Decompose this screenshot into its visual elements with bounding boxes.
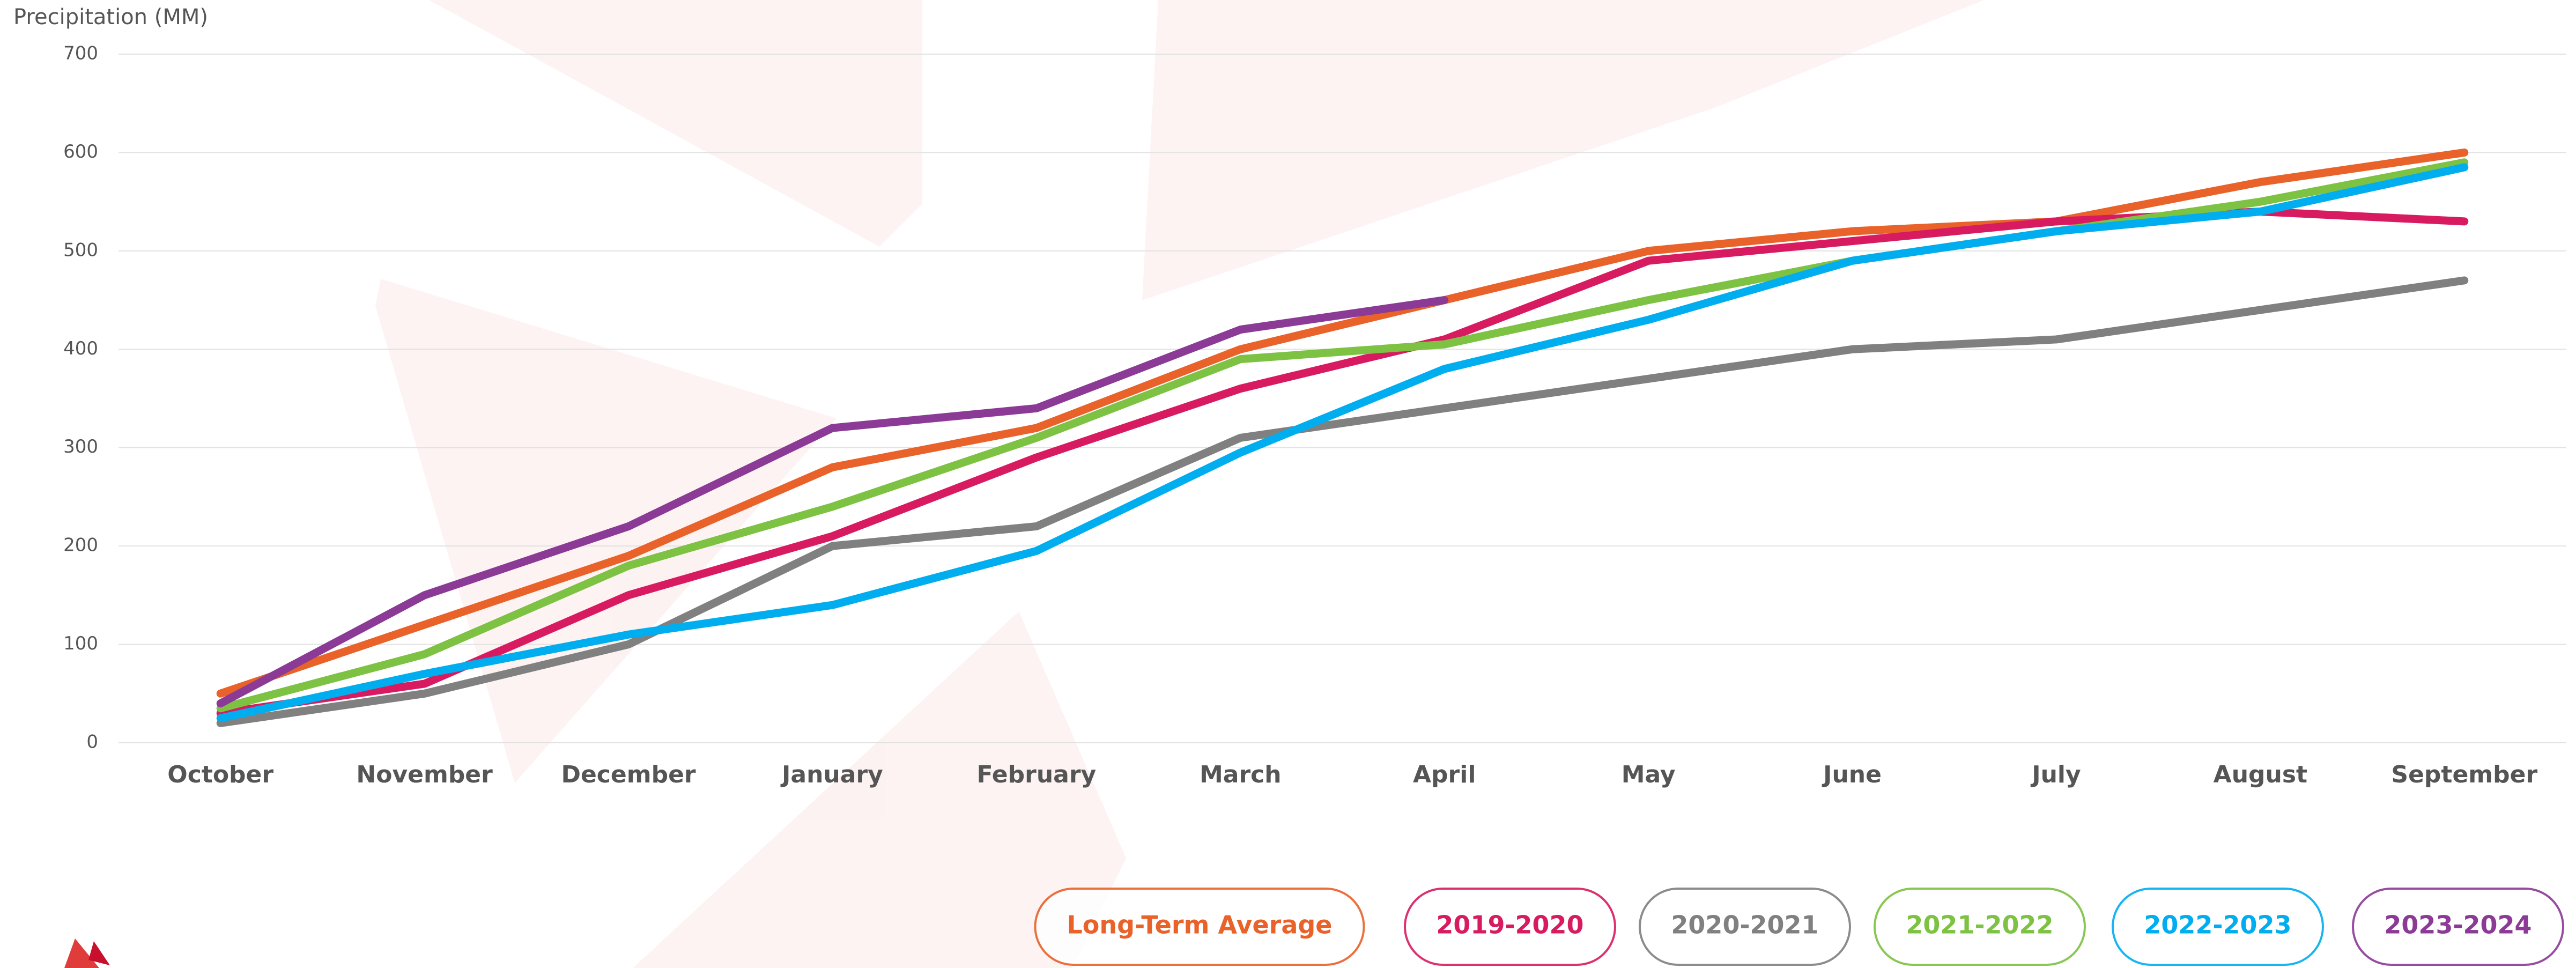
x-tick-label: September — [2391, 761, 2537, 788]
y-tick-label: 100 — [63, 633, 98, 654]
legend-label: 2023-2024 — [2384, 911, 2531, 940]
y-tick-label: 700 — [63, 43, 98, 64]
x-tick-label: March — [1200, 761, 1282, 788]
x-tick-label: July — [2030, 761, 2081, 788]
y-tick-label: 0 — [86, 731, 98, 753]
x-tick-label: January — [780, 761, 883, 788]
y-tick-label: 300 — [63, 436, 98, 457]
y-tick-label: 200 — [63, 535, 98, 556]
y-tick-label: 500 — [63, 239, 98, 261]
legend-label: 2019-2020 — [1436, 911, 1583, 940]
chart: Precipitation (MM) 0 100 200 300 400 500 600 70… — [0, 0, 2576, 968]
logo — [64, 939, 110, 968]
x-tick-label: December — [561, 761, 695, 788]
legend-item[interactable]: 2023-2024 — [2353, 889, 2563, 965]
legend-item[interactable]: 2019-2020 — [1405, 889, 1615, 965]
y-axis-title: Precipitation (MM) — [13, 5, 208, 29]
legend-label: 2022-2023 — [2144, 911, 2291, 940]
x-tick-label: October — [167, 761, 273, 788]
legend-label: 2021-2022 — [1906, 911, 2053, 940]
y-tick-label: 600 — [63, 141, 98, 162]
legend-item[interactable]: Long-Term Average — [1035, 889, 1364, 965]
x-tick-label: November — [356, 761, 493, 788]
x-tick-label: February — [977, 761, 1097, 788]
legend-item[interactable]: 2020-2021 — [1640, 889, 1850, 965]
x-tick-label: April — [1413, 761, 1476, 788]
x-tick-label: August — [2214, 761, 2307, 788]
legend-label: 2020-2021 — [1671, 911, 1818, 940]
y-tick-label: 400 — [63, 338, 98, 359]
legend-item[interactable]: 2021-2022 — [1875, 889, 2085, 965]
legend-item[interactable]: 2022-2023 — [2113, 889, 2323, 965]
x-tick-label: June — [1822, 761, 1882, 788]
legend-label: Long-Term Average — [1067, 911, 1332, 940]
x-tick-label: May — [1622, 761, 1676, 788]
